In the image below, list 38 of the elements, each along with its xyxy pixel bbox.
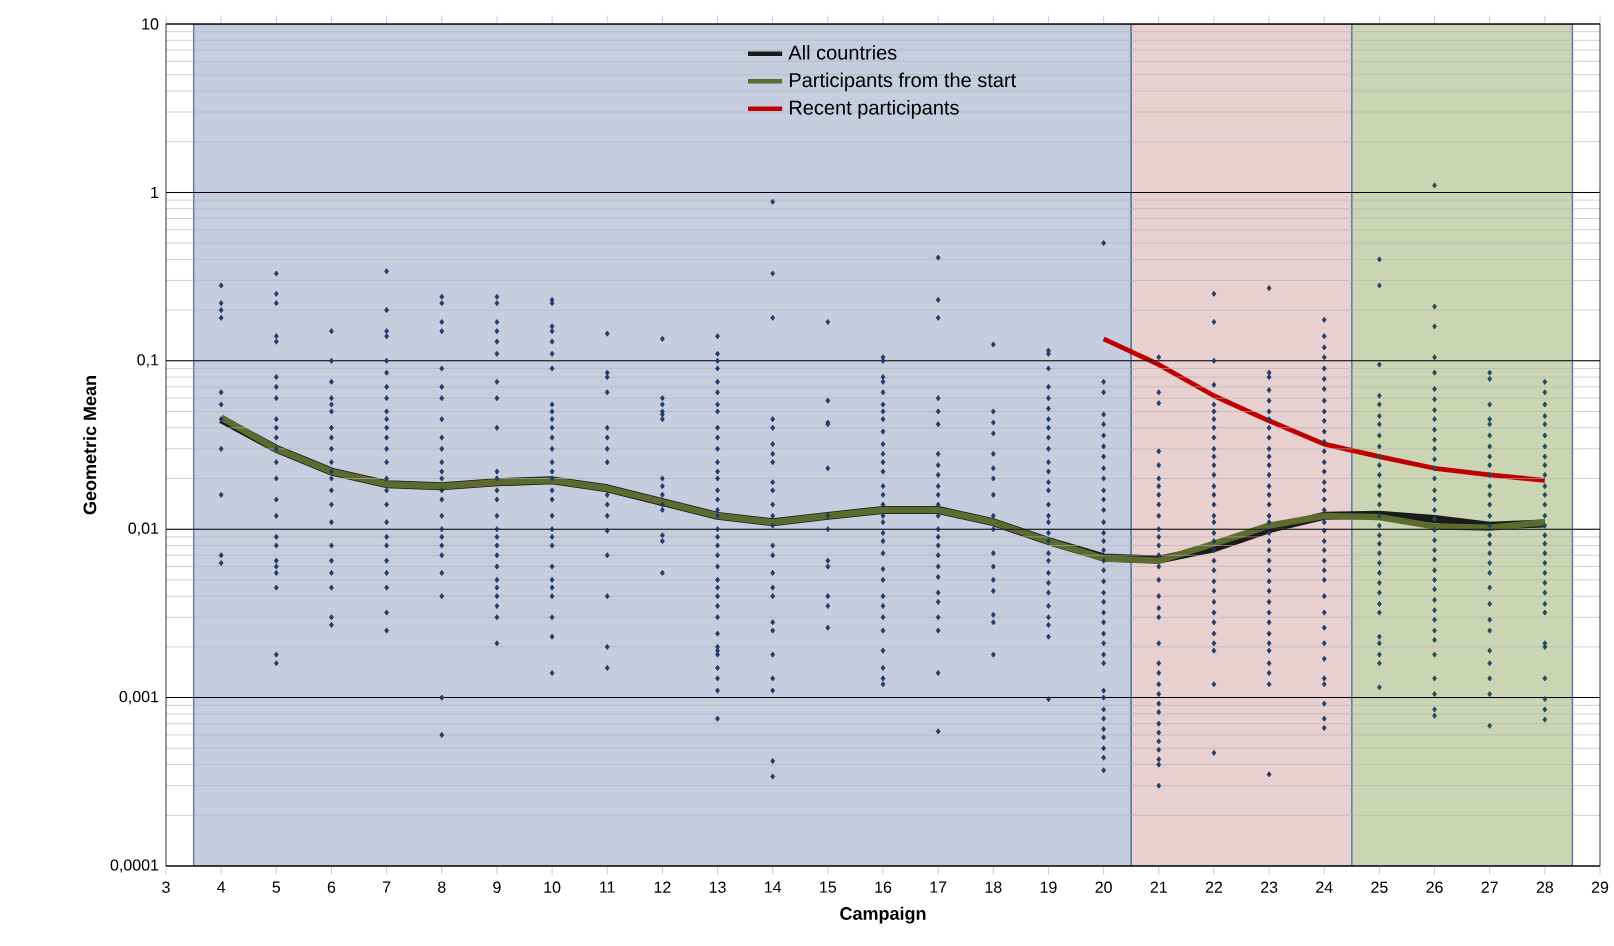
y-tick-label: 0,1 [137, 354, 159, 368]
x-tick-label: 11 [600, 881, 615, 893]
legend-label: All countries [788, 45, 897, 60]
x-tick-label: 23 [1261, 881, 1278, 893]
x-tick-label: 19 [1040, 881, 1057, 893]
x-tick-label: 21 [1150, 881, 1167, 893]
x-tick-label: 4 [217, 881, 226, 893]
x-tick-label: 6 [327, 881, 336, 893]
legend-label: Participants from the start [789, 72, 1017, 92]
x-tick-label: 17 [930, 881, 947, 893]
x-tick-label: 10 [544, 881, 561, 893]
y-tick-label: 10 [142, 18, 159, 30]
x-tick-label: 29 [1591, 881, 1609, 893]
x-tick-label: 5 [272, 881, 281, 893]
x-tick-label: 12 [654, 881, 671, 893]
x-tick-label: 20 [1095, 881, 1112, 893]
y-tick-label: 0,001 [119, 690, 159, 705]
y-tick-label: 1 [151, 186, 159, 198]
x-tick-label: 27 [1481, 881, 1498, 893]
x-tick-label: 26 [1426, 881, 1443, 893]
x-tick-label: 16 [875, 881, 892, 893]
x-tick-label: 28 [1536, 881, 1554, 893]
x-tick-label: 22 [1205, 881, 1223, 893]
x-axis-title: Campaign [840, 906, 926, 924]
x-tick-label: 18 [985, 881, 1002, 893]
legend-label: Recent participants [789, 100, 959, 119]
x-tick-label: 14 [765, 881, 782, 893]
y-tick-label: 0,01 [128, 522, 159, 536]
x-tick-label: 7 [382, 881, 391, 893]
x-tick-label: 15 [820, 881, 837, 893]
x-tick-label: 24 [1316, 881, 1333, 893]
y-axis-title: Geometric Mean [83, 376, 97, 515]
x-tick-label: 8 [438, 881, 446, 893]
x-tick-label: 13 [709, 881, 726, 893]
y-tick-label: 0,0001 [110, 859, 159, 873]
x-tick-label: 25 [1371, 881, 1388, 893]
x-tick-label: 9 [493, 881, 501, 893]
x-tick-label: 3 [162, 881, 170, 893]
